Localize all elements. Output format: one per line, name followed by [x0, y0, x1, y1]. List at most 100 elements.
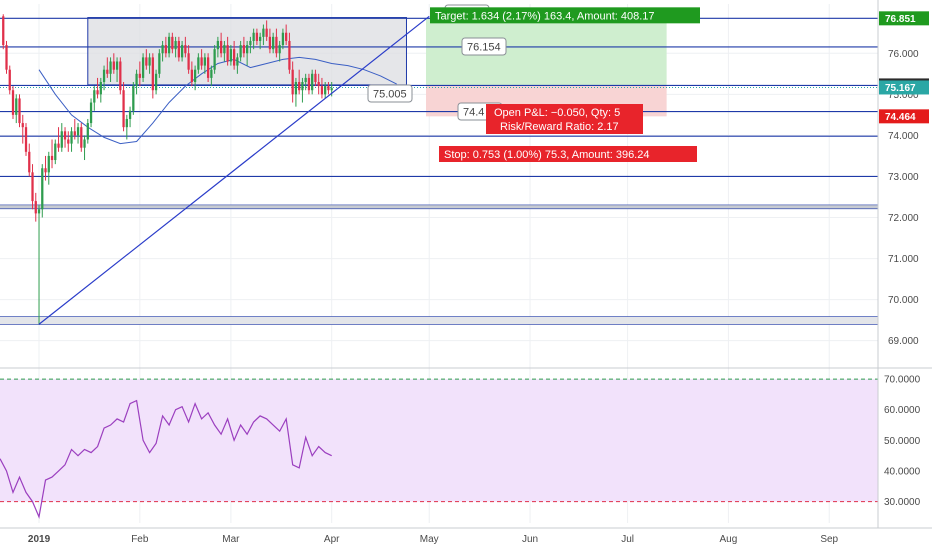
candle-body [193, 69, 197, 83]
price-callout-bubble [367, 84, 413, 103]
candle [24, 123, 28, 156]
candle-body [164, 45, 167, 54]
candle [148, 53, 151, 74]
candle-body [203, 57, 207, 66]
candle-body [115, 61, 119, 70]
candle [252, 28, 255, 50]
candle-body [8, 69, 11, 91]
candle-body [83, 139, 86, 148]
candle [200, 49, 203, 70]
candle [324, 82, 327, 99]
candle-body [226, 45, 229, 62]
candle [47, 151, 50, 185]
price-callout-bubble [461, 37, 507, 56]
candle-body [161, 45, 164, 54]
candle-body [330, 88, 333, 91]
candle-body [15, 98, 18, 115]
candle [86, 118, 89, 144]
candle [236, 53, 239, 74]
candle-body [31, 172, 34, 202]
candle [288, 32, 291, 74]
price-axis-tick-label: 73.000 [888, 172, 919, 183]
candle-body [57, 143, 60, 148]
candle [115, 57, 119, 83]
candle [106, 57, 109, 78]
candle [44, 155, 47, 181]
candle [301, 77, 304, 103]
candle-body [298, 82, 301, 91]
candle [67, 131, 70, 152]
price-axis-tick-label: 70.000 [888, 295, 919, 306]
candle [259, 32, 262, 50]
time-axis-tick-label: Jun [522, 534, 538, 545]
oscillator-line [0, 399, 332, 519]
candle-body [102, 69, 106, 83]
stop-label: Stop: 0.753 (1.00%) 75.3, Amount: 396.24 [444, 149, 649, 161]
price-callout-label: 76.154 [467, 42, 501, 54]
candle [180, 40, 184, 62]
candle-body [93, 90, 96, 103]
candle-body [180, 45, 184, 58]
candle [265, 20, 268, 41]
candle-body [89, 102, 93, 124]
candle [141, 53, 145, 83]
level-band [0, 205, 878, 209]
time-axis-tick-label: Sep [820, 534, 838, 545]
candle [242, 36, 246, 58]
candle-body [138, 73, 141, 78]
candle-body [311, 73, 314, 91]
candle-body [320, 86, 324, 95]
candle [184, 36, 187, 58]
candle-body [291, 69, 294, 95]
candle [125, 114, 128, 140]
candle [246, 40, 249, 66]
pnl-label-background [486, 104, 643, 134]
candle [15, 94, 18, 124]
candle-body [63, 131, 67, 140]
candle [174, 36, 177, 58]
candle-body [317, 82, 320, 87]
candle-body [86, 123, 89, 140]
candle-body [11, 90, 15, 115]
candle [193, 65, 197, 91]
target-label-background [430, 7, 700, 24]
time-axis-tick-label: Jul [621, 534, 634, 545]
candle [275, 28, 278, 58]
candle [145, 49, 148, 70]
candle [314, 69, 317, 87]
candle-body [125, 118, 128, 128]
candle [203, 53, 207, 74]
candle-body [177, 40, 180, 58]
candle [304, 73, 307, 91]
candle-body [44, 168, 47, 173]
candle [294, 77, 298, 107]
price-axis-tick-label: 76.000 [888, 49, 919, 60]
candle [223, 40, 226, 62]
candle-body [128, 110, 132, 119]
level-band [0, 316, 878, 325]
candle [190, 61, 193, 87]
candle-body [151, 57, 154, 91]
moving-average-line [38, 56, 397, 145]
candle-body [96, 90, 99, 95]
candle-body [18, 98, 21, 124]
time-axis-tick-label: Feb [131, 534, 149, 545]
candle-body [50, 155, 54, 161]
candle [317, 73, 320, 95]
candle-body [255, 32, 259, 41]
oscillator-panel[interactable] [0, 378, 878, 519]
candle-body [262, 28, 265, 37]
candle-body [268, 36, 272, 50]
candle-body [239, 45, 242, 58]
candle [8, 65, 11, 95]
candle [249, 36, 252, 54]
candle-body [249, 40, 252, 46]
candle [171, 32, 174, 54]
candle-body [259, 36, 262, 41]
candle [112, 53, 115, 74]
candle [278, 40, 281, 62]
trendline [38, 15, 430, 325]
candle-body [324, 86, 327, 95]
risk-reward-label: Risk/Reward Ratio: 2.17 [500, 121, 619, 133]
